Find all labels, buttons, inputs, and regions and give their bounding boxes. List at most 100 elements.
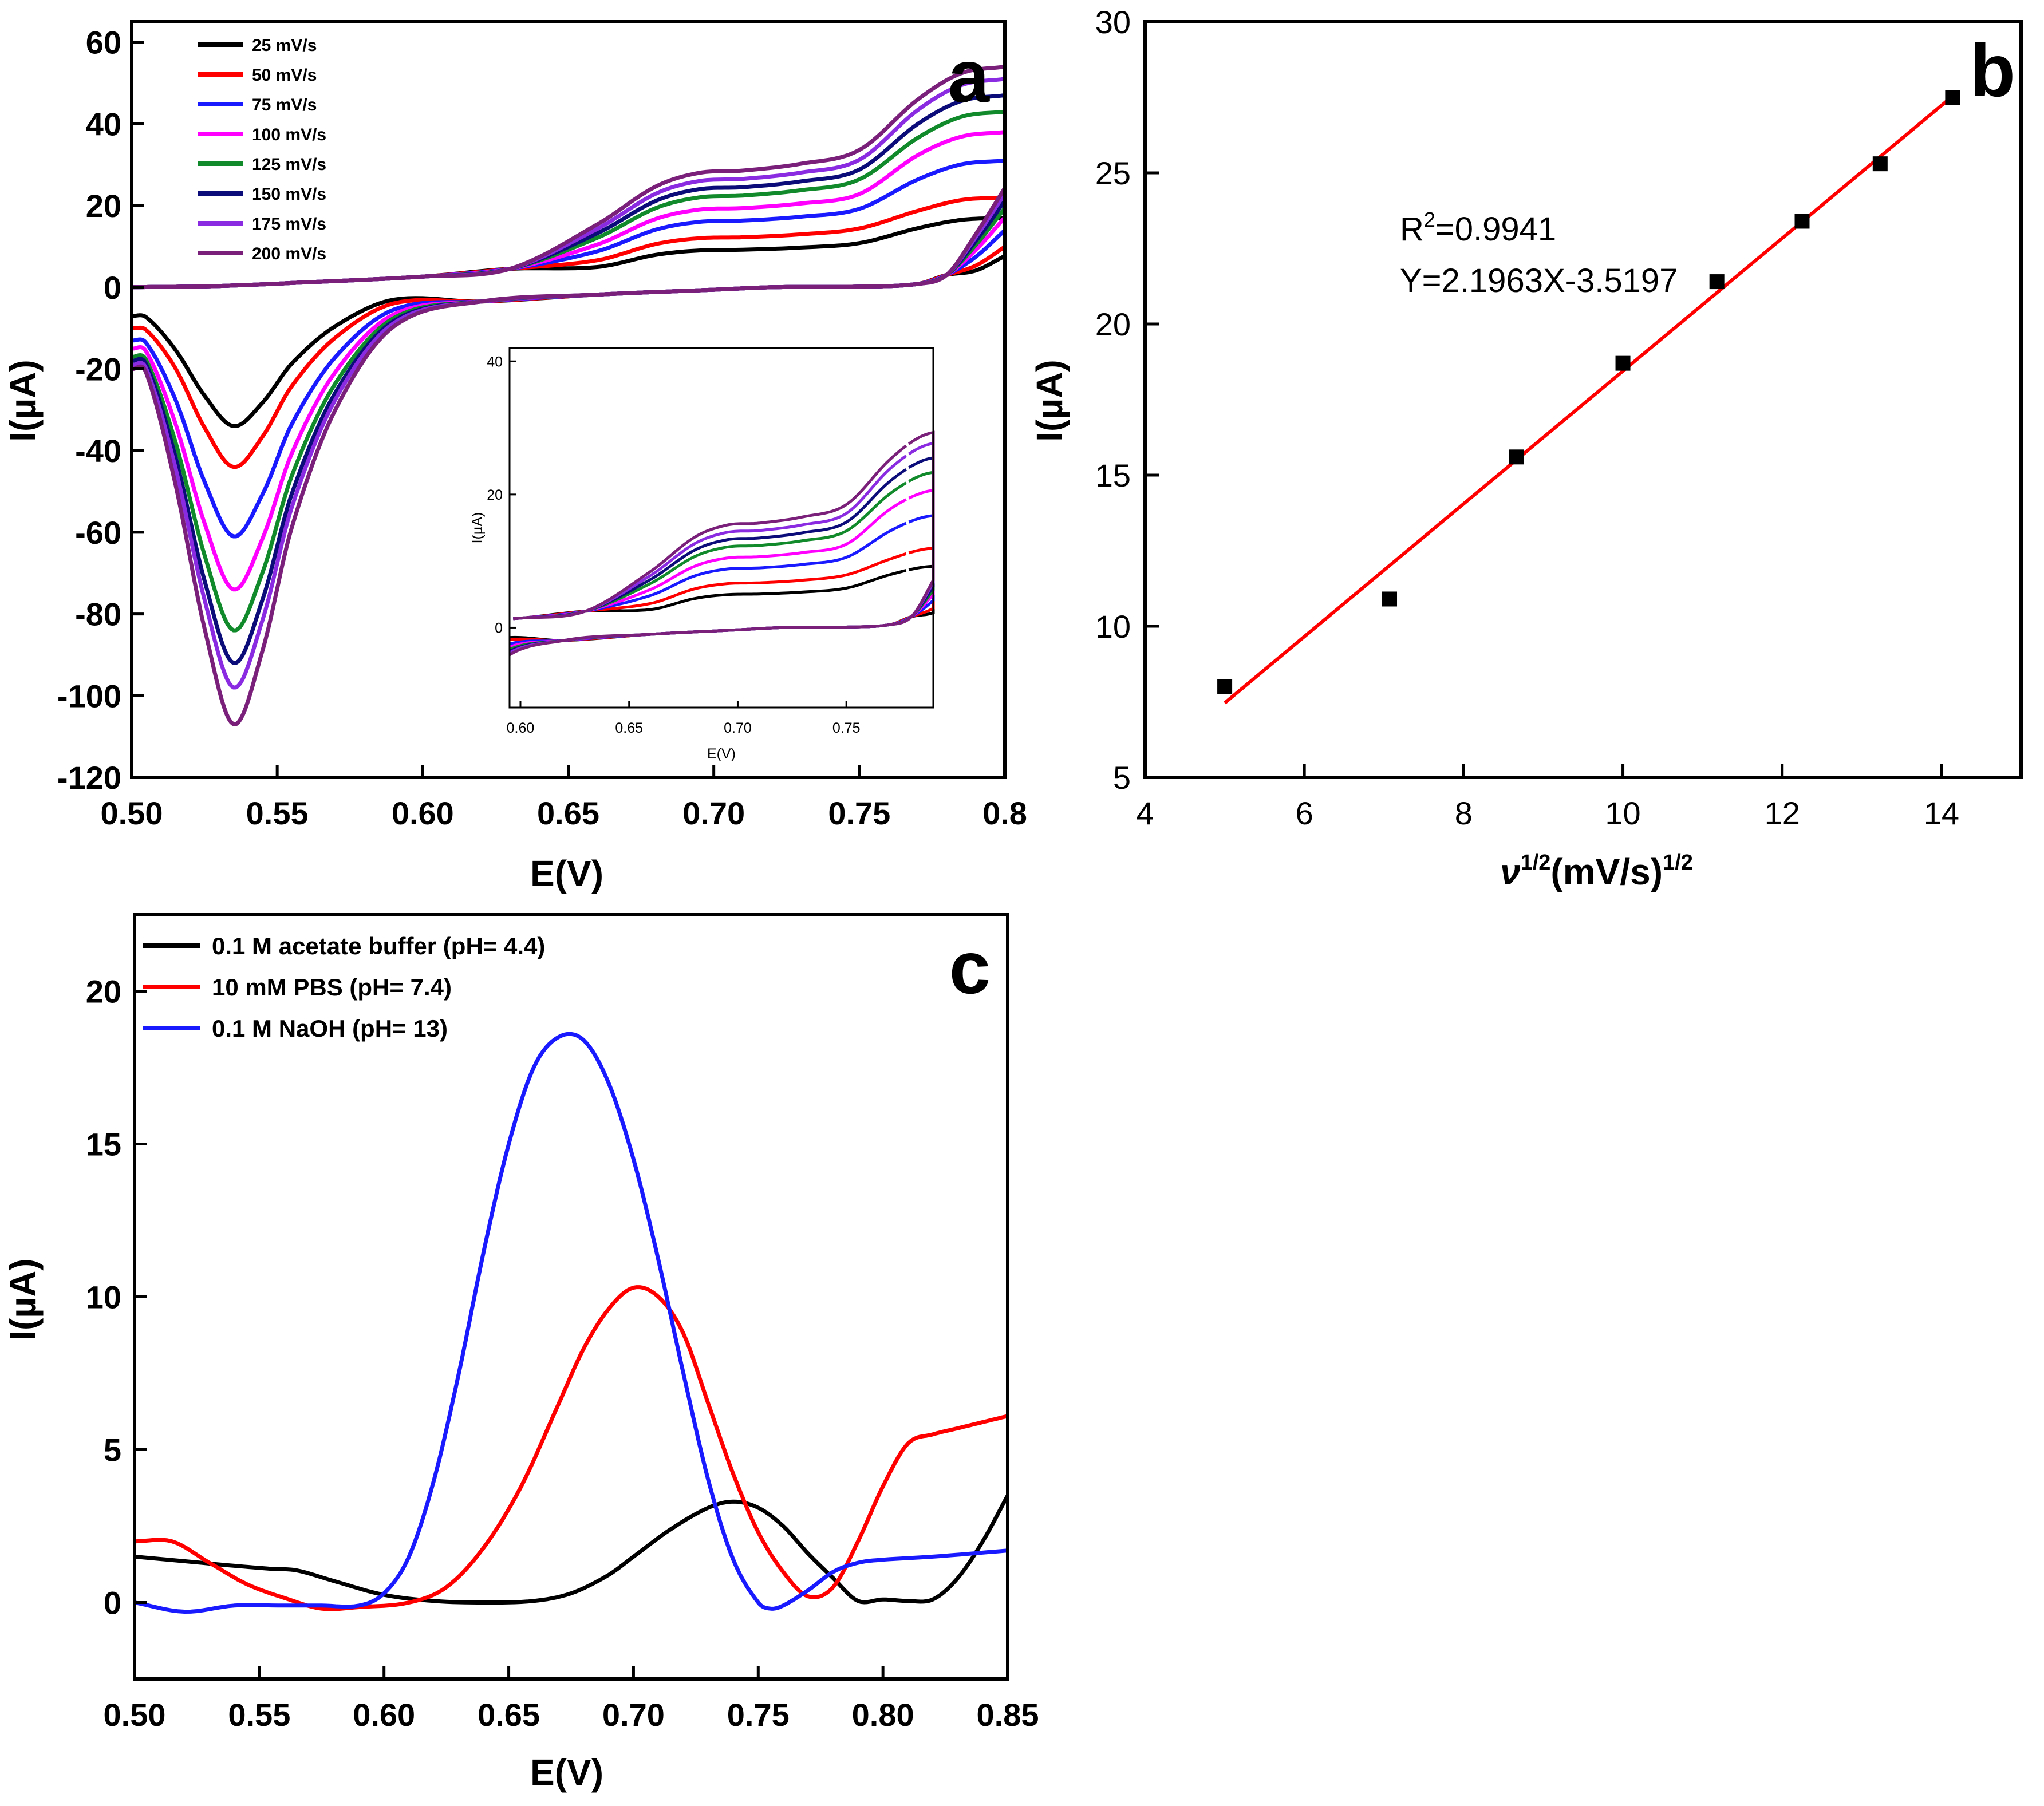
- a-inset-series-group: [508, 430, 935, 657]
- a-legend-label: 125 mV/s: [252, 155, 326, 174]
- a-x-tick-label: 0.8: [982, 795, 1027, 831]
- a-y-tick-label: -100: [57, 678, 121, 714]
- b-x-tick-label: 10: [1605, 795, 1640, 831]
- a-legend-label: 75 mV/s: [252, 96, 317, 114]
- a-inset-series-line: [513, 552, 907, 621]
- a-inset-y-axis: 40 20 0: [487, 354, 516, 636]
- a-legend-label: 150 mV/s: [252, 185, 326, 204]
- c-x-tick-label: 0.85: [977, 1697, 1039, 1733]
- b-panel-label: b: [1970, 29, 2015, 112]
- a-y-tick-label: -120: [57, 760, 121, 796]
- c-x-tick-label: 0.55: [228, 1697, 290, 1733]
- b-data-point: [1709, 274, 1725, 290]
- a-inset-y-label: I(µA): [469, 512, 486, 544]
- a-legend-label: 175 mV/s: [252, 215, 326, 234]
- b-y-tick-label: 30: [1095, 4, 1131, 40]
- a-legend-label: 100 mV/s: [252, 125, 326, 144]
- a-inset-series-line: [508, 430, 935, 657]
- a-y-axis: 60 40 20 0 -20 -40 -60 -80 -100 -120: [57, 25, 144, 796]
- b-y-tick-label: 25: [1095, 155, 1131, 191]
- b-equation-annotation: Y=2.1963X-3.5197: [1400, 262, 1678, 299]
- b-x-tick-label: 6: [1296, 795, 1313, 831]
- a-inset-series-line: [513, 569, 907, 621]
- b-data-point: [1615, 355, 1631, 371]
- a-x-label: E(V): [530, 853, 603, 894]
- c-x-tick-label: 0.70: [602, 1697, 665, 1733]
- b-data-point: [1217, 679, 1233, 694]
- a-inset-y-tick-label: 0: [495, 620, 503, 636]
- c-panel-label: c: [949, 926, 991, 1009]
- panel-a: 60 40 20 0 -20 -40 -60 -80 -100 -120 0.50 0.55 0.60…: [2, 20, 1027, 894]
- b-x-label: ν1/2(mV/s)1/2: [1500, 851, 1693, 892]
- a-inset-y-tick-label: 40: [487, 354, 503, 370]
- a-legend-label: 200 mV/s: [252, 244, 326, 263]
- a-inset-y-tick-label: 20: [487, 487, 503, 503]
- c-y-tick-label: 0: [104, 1585, 121, 1621]
- b-data-point: [1509, 449, 1524, 465]
- c-series-line: [134, 1032, 1008, 1614]
- a-y-tick-label: -80: [75, 596, 121, 633]
- a-legend: 25 mV/s 50 mV/s 75 mV/s 100 mV/s 125 mV/s 150…: [198, 36, 326, 263]
- b-points-group: [1217, 90, 1960, 694]
- c-y-tick-label: 20: [86, 974, 121, 1010]
- b-data-point: [1872, 156, 1888, 172]
- a-y-tick-label: -60: [75, 515, 121, 551]
- a-series-group: [131, 65, 1007, 726]
- c-series-line: [134, 1494, 1010, 1605]
- c-y-tick-label: 15: [86, 1127, 121, 1163]
- a-y-tick-label: -20: [75, 351, 121, 387]
- panel-c: 20 15 10 5 0 0.50 0.55 0.60 0.65 0.70 0.75 0.80 0.8…: [2, 913, 1039, 1793]
- b-r2-annotation: R2=0.9941: [1400, 208, 1556, 248]
- b-fit-line: [1224, 94, 1954, 705]
- a-x-tick-label: 0.60: [392, 795, 454, 831]
- a-y-tick-label: 60: [86, 25, 121, 61]
- b-y-tick-label: 15: [1095, 457, 1131, 493]
- a-y-label: I(µA): [2, 359, 44, 442]
- a-inset: 40 20 0 0.60 0.65 0.70 0.75 E(V) I(µA): [469, 347, 935, 762]
- a-y-tick-label: 20: [86, 188, 121, 224]
- a-inset-x-tick-label: 0.75: [832, 720, 861, 736]
- b-data-point: [1794, 214, 1810, 229]
- b-x-axis: 4 6 8 10 12 14: [1136, 764, 1959, 831]
- c-x-label: E(V): [530, 1752, 603, 1793]
- a-y-tick-label: 0: [104, 270, 121, 306]
- a-panel-label: a: [948, 34, 991, 118]
- c-x-tick-label: 0.50: [104, 1697, 166, 1733]
- b-data-point: [1382, 591, 1398, 607]
- b-x-tick-label: 8: [1455, 795, 1473, 831]
- c-y-tick-label: 5: [104, 1432, 121, 1468]
- c-x-axis: 0.50 0.55 0.60 0.65 0.70 0.75 0.80 0.85: [104, 1666, 1039, 1733]
- a-x-tick-label: 0.70: [682, 795, 745, 831]
- a-series-line: [131, 65, 1007, 726]
- a-x-tick-label: 0.55: [246, 795, 309, 831]
- c-x-tick-label: 0.60: [353, 1697, 415, 1733]
- c-x-tick-label: 0.80: [852, 1697, 914, 1733]
- b-x-tick-label: 4: [1136, 795, 1154, 831]
- a-y-tick-label: 40: [86, 106, 121, 142]
- a-legend-label: 50 mV/s: [252, 66, 317, 85]
- b-x-tick-label: 14: [1924, 795, 1959, 831]
- a-inset-series-line: [513, 498, 907, 621]
- c-x-tick-label: 0.65: [478, 1697, 540, 1733]
- b-y-axis: 30 25 20 15 10 5: [1095, 4, 1159, 796]
- b-y-tick-label: 20: [1095, 306, 1131, 342]
- a-inset-x-label: E(V): [707, 746, 736, 762]
- a-inset-x-axis: 0.60 0.65 0.70 0.75: [507, 701, 861, 736]
- c-legend: 0.1 M acetate buffer (pH= 4.4) 10 mM PBS …: [143, 932, 545, 1042]
- a-inset-frame: [508, 347, 934, 709]
- c-legend-label: 0.1 M NaOH (pH= 13): [212, 1015, 448, 1042]
- a-inset-x-tick-label: 0.60: [507, 720, 535, 736]
- c-series-group: [134, 1032, 1010, 1614]
- c-x-tick-label: 0.75: [727, 1697, 790, 1733]
- a-y-tick-label: -40: [75, 433, 121, 469]
- panel-b: 30 25 20 15 10 5 4 6 8 10 12 14 ν1/2(mV/s)1/2 I(µA…: [1029, 4, 2023, 892]
- b-y-label: I(µA): [1029, 359, 1070, 442]
- a-inset-series-line: [513, 444, 907, 621]
- b-fit-group: [1224, 94, 1954, 705]
- c-y-tick-label: 10: [86, 1279, 121, 1315]
- a-x-tick-label: 0.65: [537, 795, 599, 831]
- c-y-axis: 20 15 10 5 0: [86, 974, 147, 1621]
- c-y-label: I(µA): [2, 1258, 44, 1341]
- a-legend-label: 25 mV/s: [252, 36, 317, 55]
